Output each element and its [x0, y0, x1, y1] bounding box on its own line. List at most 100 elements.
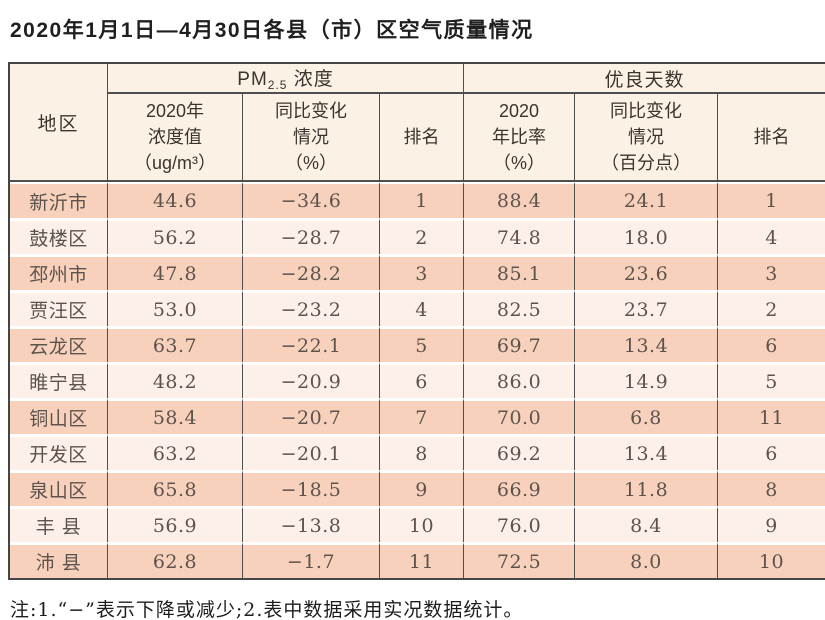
table-row: 新沂市 44.6 −34.6 1 88.4 24.1 1 [10, 182, 825, 218]
ratio-change-cell: 11.8 [575, 470, 719, 506]
subheader-ratio-value: 2020 年比率 （%） [464, 94, 576, 182]
table-row: 丰 县 56.9 −13.8 10 76.0 8.4 9 [10, 506, 825, 542]
pm25-change-cell: −28.2 [243, 254, 380, 290]
table-row: 云龙区 63.7 −22.1 5 69.7 13.4 6 [10, 326, 825, 362]
pm25-group-header-cell: PM2.5 浓度 [108, 64, 465, 94]
region-cell: 沛 县 [10, 542, 108, 578]
ratio-rank-cell: 6 [718, 326, 825, 362]
ratio-value-cell: 86.0 [464, 362, 576, 398]
pm25-value-cell: 53.0 [108, 290, 243, 326]
ratio-value-cell: 76.0 [464, 506, 576, 542]
pm25-value-cell: 48.2 [108, 362, 243, 398]
ratio-value-cell: 74.8 [464, 218, 576, 254]
pm25-rank-cell: 3 [380, 254, 465, 290]
pm25-value-cell: 63.2 [108, 434, 243, 470]
ratio-value-cell: 66.9 [464, 470, 576, 506]
pm25-change-cell: −1.7 [243, 542, 380, 578]
pm25-value-cell: 65.8 [108, 470, 243, 506]
pm25-rank-cell: 1 [380, 182, 465, 218]
ratio-change-cell: 6.8 [575, 398, 719, 434]
group-header-row: 地区 PM2.5 浓度 优良天数 [10, 64, 825, 182]
subheader-pm25-rank: 排名 [380, 94, 465, 182]
pm25-change-cell: −20.1 [243, 434, 380, 470]
ratio-rank-cell: 1 [718, 182, 825, 218]
table-row: 邳州市 47.8 −28.2 3 85.1 23.6 3 [10, 254, 825, 290]
sub-header-row: 2020年 浓度值 （ug/m³） 同比变化 情况 （%） 排名 2020 年比… [10, 94, 825, 182]
pm25-value-cell: 47.8 [108, 254, 243, 290]
ratio-change-cell: 8.4 [575, 506, 719, 542]
ratio-change-cell: 23.6 [575, 254, 719, 290]
pm25-value-cell: 56.2 [108, 218, 243, 254]
subheader-pm25-value: 2020年 浓度值 （ug/m³） [108, 94, 243, 182]
pm25-change-cell: −18.5 [243, 470, 380, 506]
ratio-value-cell: 72.5 [464, 542, 576, 578]
pm25-change-cell: −34.6 [243, 182, 380, 218]
pm25-rank-cell: 11 [380, 542, 465, 578]
ratio-rank-cell: 11 [718, 398, 825, 434]
pm25-rank-cell: 7 [380, 398, 465, 434]
ratio-change-cell: 13.4 [575, 326, 719, 362]
region-cell: 丰 县 [10, 506, 108, 542]
region-cell: 贾汪区 [10, 290, 108, 326]
region-cell: 鼓楼区 [10, 218, 108, 254]
pm25-value-cell: 56.9 [108, 506, 243, 542]
region-cell: 睢宁县 [10, 362, 108, 398]
pm25-rank-cell: 9 [380, 470, 465, 506]
table-row: 泉山区 65.8 −18.5 9 66.9 11.8 8 [10, 470, 825, 506]
table-row: 开发区 63.2 −20.1 8 69.2 13.4 6 [10, 434, 825, 470]
subheader-ratio-change: 同比变化 情况 （百分点） [575, 94, 719, 182]
table-row: 鼓楼区 56.2 −28.7 2 74.8 18.0 4 [10, 218, 825, 254]
table-row: 铜山区 58.4 −20.7 7 70.0 6.8 11 [10, 398, 825, 434]
table-body: 新沂市 44.6 −34.6 1 88.4 24.1 1 鼓楼区 56.2 −28.7 2 74.8 1… [10, 182, 825, 578]
pm25-change-cell: −20.7 [243, 398, 380, 434]
pm25-rank-cell: 10 [380, 506, 465, 542]
ratio-value-cell: 69.2 [464, 434, 576, 470]
ratio-change-cell: 8.0 [575, 542, 719, 578]
table-row: 睢宁县 48.2 −20.9 6 86.0 14.9 5 [10, 362, 825, 398]
ratio-rank-cell: 6 [718, 434, 825, 470]
ratio-rank-cell: 5 [718, 362, 825, 398]
region-cell: 邳州市 [10, 254, 108, 290]
pm25-rank-cell: 5 [380, 326, 465, 362]
pm25-change-cell: −28.7 [243, 218, 380, 254]
pm25-change-cell: −22.1 [243, 326, 380, 362]
ratio-rank-cell: 10 [718, 542, 825, 578]
table-row: 沛 县 62.8 −1.7 11 72.5 8.0 10 [10, 542, 825, 578]
ratio-value-cell: 70.0 [464, 398, 576, 434]
pm25-change-cell: −13.8 [243, 506, 380, 542]
pm25-label-subscript: 2.5 [267, 78, 288, 92]
region-cell: 新沂市 [10, 182, 108, 218]
good-days-group-header-cell: 优良天数 [464, 64, 825, 94]
ratio-value-cell: 85.1 [464, 254, 576, 290]
pm25-change-cell: −23.2 [243, 290, 380, 326]
region-cell: 开发区 [10, 434, 108, 470]
ratio-rank-cell: 8 [718, 470, 825, 506]
ratio-rank-cell: 3 [718, 254, 825, 290]
footnote: 注:1.“−”表示下降或减少;2.表中数据采用实况数据统计。 [10, 599, 524, 620]
pm25-rank-cell: 8 [380, 434, 465, 470]
region-cell: 铜山区 [10, 398, 108, 434]
table-row: 贾汪区 53.0 −23.2 4 82.5 23.7 2 [10, 290, 825, 326]
region-cell: 云龙区 [10, 326, 108, 362]
pm25-rank-cell: 4 [380, 290, 465, 326]
pm25-value-cell: 63.7 [108, 326, 243, 362]
ratio-rank-cell: 2 [718, 290, 825, 326]
region-header-cell: 地区 [10, 64, 108, 182]
ratio-change-cell: 13.4 [575, 434, 719, 470]
ratio-rank-cell: 4 [718, 218, 825, 254]
table-header: 地区 PM2.5 浓度 优良天数 2020年 浓度值 （ug/m³） 同比变化 … [10, 64, 825, 182]
ratio-value-cell: 88.4 [464, 182, 576, 218]
air-quality-table: 地区 PM2.5 浓度 优良天数 2020年 浓度值 （ug/m³） 同比变化 … [8, 62, 825, 580]
ratio-change-cell: 18.0 [575, 218, 719, 254]
pm25-rank-cell: 6 [380, 362, 465, 398]
ratio-change-cell: 14.9 [575, 362, 719, 398]
subheader-ratio-rank: 排名 [718, 94, 825, 182]
region-cell: 泉山区 [10, 470, 108, 506]
ratio-change-cell: 23.7 [575, 290, 719, 326]
subheader-pm25-change: 同比变化 情况 （%） [243, 94, 380, 182]
pm25-label-prefix: PM [237, 69, 268, 90]
pm25-change-cell: −20.9 [243, 362, 380, 398]
pm25-value-cell: 44.6 [108, 182, 243, 218]
ratio-rank-cell: 9 [718, 506, 825, 542]
